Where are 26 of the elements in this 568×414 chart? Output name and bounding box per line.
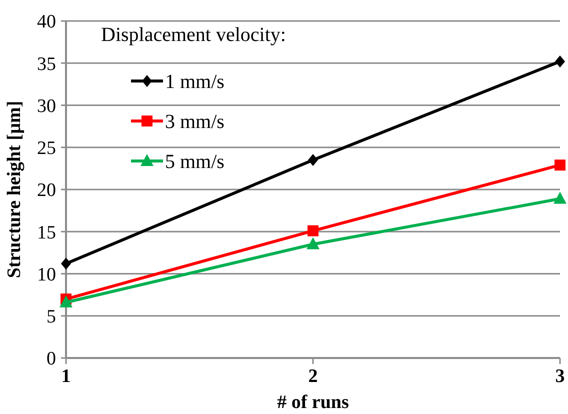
- point: [61, 258, 71, 270]
- point: [554, 160, 566, 171]
- legend-label: 3 mm/s: [165, 111, 225, 133]
- y-tick-label: 20: [37, 180, 56, 202]
- legend-label: 5 mm/s: [165, 151, 225, 173]
- y-tick-label: 5: [46, 306, 56, 328]
- y-tick-label: 15: [37, 222, 56, 244]
- x-tick-label: 3: [555, 366, 565, 387]
- y-tick-label: 30: [37, 96, 56, 117]
- point: [554, 192, 566, 204]
- y-tick-label: 25: [37, 138, 56, 160]
- legend-title: Displacement velocity:: [101, 24, 286, 46]
- point: [308, 154, 318, 166]
- legend-label: 1 mm/s: [165, 71, 225, 93]
- point: [60, 295, 72, 308]
- x-tick-label: 2: [308, 366, 318, 387]
- point: [308, 225, 318, 236]
- x-tick-label: 1: [61, 366, 71, 387]
- x-axis-title: # of runs: [277, 392, 349, 413]
- y-tick-label: 35: [37, 54, 56, 75]
- y-axis-title: Structure height [µm]: [4, 100, 25, 278]
- y-tick-label: 10: [37, 264, 56, 286]
- y-tick-label: 40: [37, 12, 56, 33]
- point: [306, 237, 320, 250]
- y-tick-label: 0: [46, 348, 56, 370]
- point: [555, 55, 565, 68]
